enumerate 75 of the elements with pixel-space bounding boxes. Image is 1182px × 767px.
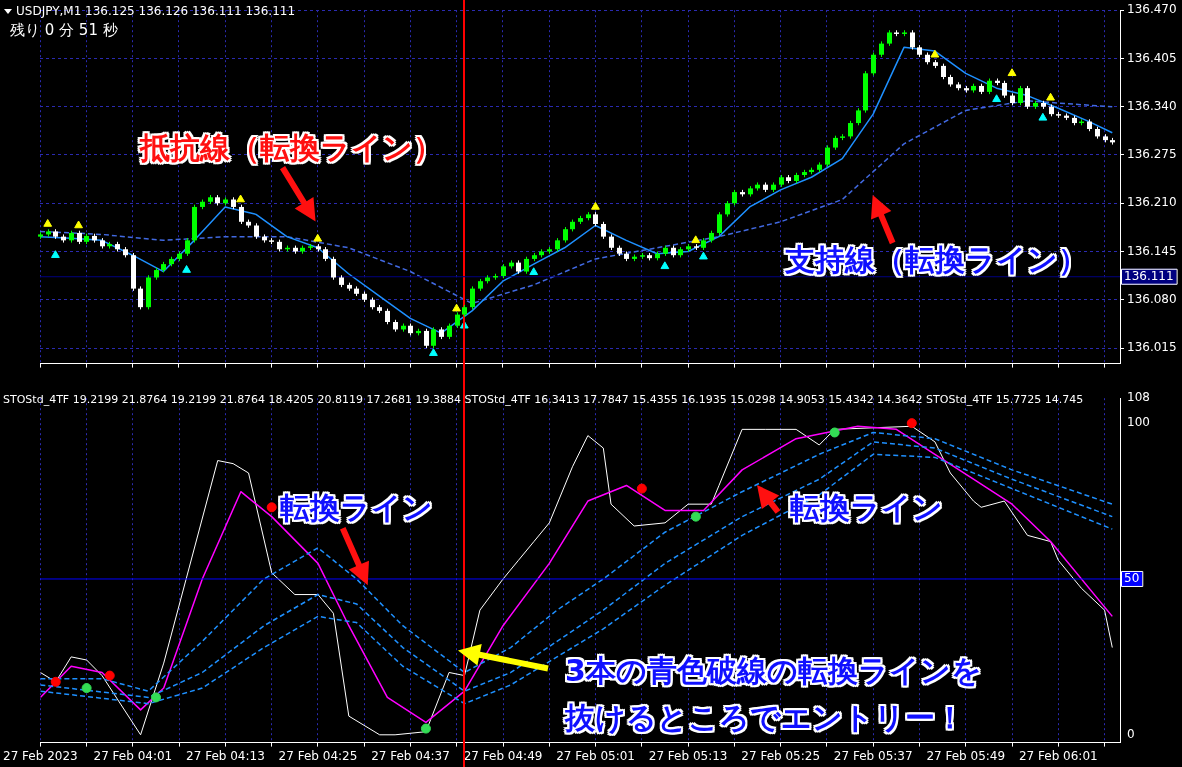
point (992, 94, 1001, 103)
x-tick-label: 27 Feb 04:25 (278, 748, 358, 763)
point (104, 670, 115, 681)
annotation: 3本の青色破線の転換ラインを (565, 652, 982, 690)
y-tick-label: 136.210 (1127, 195, 1177, 210)
x-tick-label: 27 Feb 05:01 (556, 748, 635, 763)
point (236, 194, 245, 203)
y-tick-label: 136.405 (1127, 50, 1177, 65)
point (1038, 112, 1048, 121)
x-tick-label: 27 Feb 05:49 (926, 748, 1006, 763)
y-tick-label: 136.340 (1127, 98, 1177, 113)
point (43, 219, 53, 227)
point (636, 483, 647, 494)
candlestick (910, 29, 915, 51)
point (690, 511, 701, 522)
annotation: 転換ライン (280, 489, 433, 527)
point (313, 233, 323, 242)
candlestick (825, 144, 830, 168)
candlestick (470, 285, 475, 310)
point (591, 201, 600, 210)
x-tick-label: 27 Feb 05:25 (741, 748, 821, 763)
annotation: 支持線（転換ライン） (785, 241, 1088, 279)
y-tick-label: 136.470 (1127, 2, 1177, 17)
y-tick-label: 136.275 (1127, 147, 1177, 162)
point (930, 49, 940, 58)
ref-line-label: 50 (1124, 571, 1140, 586)
x-tick-label: 27 Feb 2023 (3, 748, 78, 763)
point (1007, 68, 1017, 77)
point (452, 303, 461, 312)
x-tick-label: 27 Feb 04:37 (371, 748, 450, 763)
text: 残り 0 分 51 秒 (10, 21, 118, 40)
x-tick-label: 27 Feb 04:49 (463, 748, 543, 763)
y-tick-label: 108 (1127, 390, 1150, 405)
y-tick-label: 100 (1127, 415, 1150, 430)
point (51, 250, 60, 258)
y-tick-label: 0 (1127, 726, 1135, 741)
candlestick (138, 285, 143, 310)
point (829, 427, 840, 438)
y-tick-label: 136.015 (1127, 340, 1177, 355)
candlestick (239, 204, 244, 225)
candlestick (424, 328, 429, 349)
point (691, 235, 701, 244)
x-tick-label: 27 Feb 04:01 (93, 748, 173, 763)
point (81, 683, 92, 694)
ref-line-label: 136.111 (1124, 268, 1174, 283)
point (266, 502, 277, 513)
point (529, 267, 539, 276)
annotation: 抵抗線（転換ライン） (140, 129, 443, 167)
candlestick (717, 211, 722, 236)
chart-title: USDJPY,M1 136.125 136.126 136.111 136.111 (16, 4, 296, 18)
point (74, 220, 83, 229)
y-tick-label: 136.080 (1127, 291, 1177, 306)
point (699, 251, 708, 260)
candlestick (1025, 85, 1030, 110)
point (151, 692, 162, 703)
candlestick (331, 256, 336, 281)
y-tick-label: 136.145 (1127, 243, 1177, 258)
x-tick-label: 27 Feb 05:13 (648, 748, 728, 763)
point (182, 265, 191, 273)
point (50, 676, 61, 687)
point (420, 723, 431, 734)
candlestick (1018, 85, 1023, 106)
line-series (40, 100, 1114, 305)
annotation: 転換ライン (790, 489, 943, 527)
point (906, 418, 917, 429)
annotation: 抜けるところでエントリー！ (565, 699, 965, 737)
x-tick-label: 27 Feb 05:37 (833, 748, 913, 763)
candlestick (871, 52, 876, 77)
x-tick-label: 27 Feb 04:13 (186, 748, 265, 763)
candlestick (431, 326, 436, 349)
x-tick-label: 27 Feb 06:01 (1018, 748, 1098, 763)
point (660, 261, 670, 270)
point (1046, 92, 1055, 101)
point (429, 348, 438, 356)
chart-title: STOStd_4TF 19.2199 21.8764 19.2199 21.8764 18.4205 20.8119 17.2681 19.3884 STOStd_4TF 16.3413 17.7847 15.4355 16.1935 15.0298 14.9053 15.4342 14.3642 STOStd_4TF 15.7725 14.745 (3, 393, 1084, 406)
